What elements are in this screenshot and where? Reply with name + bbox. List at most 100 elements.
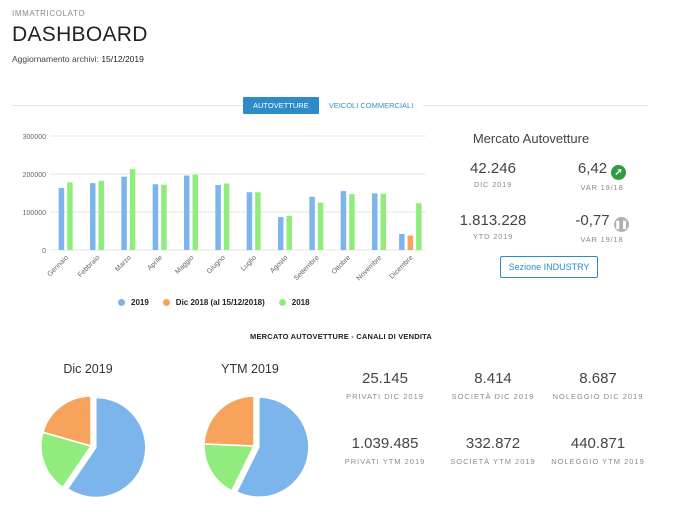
legend-label-dic-2018: Dic 2018 (al 15/12/2018) (175, 298, 265, 307)
month-stat: 42.246 DIC 2019 (448, 160, 538, 189)
bar-2019-maggio (184, 175, 190, 250)
month-var-value: 6,42 (577, 160, 608, 177)
update-info: Aggiornamento archivi: 15/12/2019 (12, 54, 144, 64)
bar-2019-ottobre (340, 191, 347, 250)
ytd-value: 1.813.228 (459, 212, 527, 229)
month-label: DIC 2019 (473, 180, 513, 189)
bar-2018-settembre (317, 202, 324, 250)
kpi-label: NOLEGGIO DIC 2019 (552, 392, 644, 401)
pie-slice-noleggio[interactable] (203, 395, 255, 447)
kpi-value: 8.414 (474, 370, 512, 387)
vehicle-tabs: AUTOVETTURE VEICOLI COMMERCIALI (243, 97, 424, 114)
market-title: Mercato Autovetture (472, 131, 590, 146)
x-tick-label: Dicembre (389, 254, 415, 280)
legend-item-2019[interactable]: 2019 (118, 298, 149, 307)
bar-2018-novembre (380, 193, 386, 250)
pie-slice-privati[interactable] (66, 396, 147, 499)
bar-2018-giugno (223, 183, 230, 250)
update-date: 15/12/2019 (101, 54, 144, 64)
kpi-noleggio-ytm: 440.871 NOLEGGIO YTM 2019 (546, 435, 650, 468)
bar-2019-agosto (278, 216, 284, 250)
channels-title: MERCATO AUTOVETTURE - CANALI DI VENDITA (250, 332, 432, 341)
bar-2019-luglio (246, 192, 253, 250)
monthly-registrations-chart: 0 100000 200000 300000 Gennaio Febbraio Marzo A… (23, 134, 426, 282)
kpi-label: NOLEGGIO YTM 2019 (551, 457, 645, 466)
kpi-privati-ytm: 1.039.485 PRIVATI YTM 2019 (330, 435, 440, 468)
legend-item-2018[interactable]: 2018 (278, 298, 310, 307)
legend-dot-dic-2018 (162, 299, 170, 306)
x-tick-label: Marzo (114, 254, 133, 273)
y-tick-label: 200000 (23, 172, 46, 179)
month-var-stat: 6,42 ➚ VAR 19/18 (552, 160, 652, 192)
x-tick-label: Novembre (356, 254, 384, 282)
month-value: 42.246 (470, 160, 516, 177)
x-tick-label: Gennaio (46, 254, 70, 278)
kpi-societa-dic: 8.414 SOCIETÀ DIC 2019 (438, 370, 548, 403)
x-tick-label: Settembre (293, 254, 321, 282)
x-tick-label: Febbraio (77, 254, 102, 279)
tab-veicoli-commerciali[interactable]: VEICOLI COMMERCIALI (318, 97, 424, 114)
bar-2019-dicembre (399, 234, 405, 250)
kpi-label: PRIVATI DIC 2019 (346, 392, 424, 401)
page-eyebrow: IMMATRICOLATO (12, 9, 86, 18)
bar-2019-gennaio (58, 188, 65, 250)
ytd-label: YTD 2019 (472, 232, 514, 241)
bar-2018-luglio (255, 192, 261, 250)
bar-dic-dicembre (407, 235, 414, 250)
y-tick-label: 100000 (23, 210, 46, 217)
x-tick-label: Luglio (240, 254, 258, 272)
pie-slice-societa[interactable] (203, 443, 256, 492)
legend-dot-2019 (118, 299, 125, 306)
bar-2019-febbraio (90, 183, 96, 250)
pie-title-ytm: YTM 2019 (221, 362, 279, 376)
x-tick-label: Agosto (269, 254, 289, 274)
kpi-societa-ytm: 332.872 SOCIETÀ YTM 2019 (438, 435, 548, 468)
pie-slice-privati[interactable] (235, 396, 310, 498)
legend-item-dic-2018[interactable]: Dic 2018 (al 15/12/2018) (162, 298, 265, 307)
update-label: Aggiornamento archivi: (12, 54, 99, 64)
x-tick-label: Giugno (206, 254, 227, 275)
kpi-label: PRIVATI YTM 2019 (344, 457, 426, 466)
arrow-up-right-icon: ➚ (611, 165, 627, 180)
bar-2019-novembre (372, 193, 378, 250)
bar-2019-marzo (121, 176, 127, 250)
kpi-value: 332.872 (465, 435, 521, 452)
x-tick-label: Ottobre (331, 254, 353, 276)
legend-label-2018: 2018 (291, 298, 310, 307)
ytd-stat: 1.813.228 YTD 2019 (448, 212, 538, 241)
legend-label-2019: 2019 (131, 298, 149, 307)
kpi-label: SOCIETÀ YTM 2019 (450, 457, 536, 466)
kpi-value: 440.871 (570, 435, 626, 452)
y-tick-label: 0 (42, 248, 46, 255)
bar-2019-settembre (309, 196, 315, 250)
x-tick-label: Aprile (146, 254, 164, 272)
kpi-value: 8.687 (579, 370, 617, 387)
chart-legend: 2019 Dic 2018 (al 15/12/2018) 2018 (118, 298, 324, 307)
kpi-label: SOCIETÀ DIC 2019 (451, 392, 535, 401)
pie-slice-societa[interactable] (40, 431, 93, 489)
kpi-value: 25.145 (362, 370, 408, 387)
bar-2018-ottobre (349, 194, 355, 250)
ytd-var-stat: -0,77 ❚❚ VAR 19/18 (552, 212, 652, 244)
kpi-noleggio-dic: 8.687 NOLEGGIO DIC 2019 (546, 370, 650, 403)
pause-icon: ❚❚ (613, 217, 629, 232)
tab-autovetture[interactable]: AUTOVETTURE (243, 97, 319, 114)
pie-chart-dic-2019 (40, 395, 147, 499)
bar-2018-febbraio (98, 180, 104, 250)
pie-slice-noleggio[interactable] (42, 395, 92, 447)
legend-dot-2018 (278, 299, 286, 306)
bar-2018-dicembre (416, 203, 422, 250)
kpi-value: 1.039.485 (351, 435, 419, 452)
pie-title-dic: Dic 2019 (63, 362, 113, 376)
ytd-var-value: -0,77 (575, 212, 610, 229)
bar-2018-agosto (286, 215, 292, 250)
bar-2019-aprile (152, 184, 159, 250)
page-title: DASHBOARD (12, 23, 148, 46)
pie-chart-ytm-2019 (203, 395, 310, 498)
bar-2018-aprile (161, 184, 167, 250)
y-tick-label: 300000 (23, 134, 46, 141)
bar-2018-marzo (129, 169, 136, 250)
kpi-privati-dic: 25.145 PRIVATI DIC 2019 (330, 370, 440, 403)
bar-2018-gennaio (67, 182, 73, 250)
sezione-industry-button[interactable]: Sezione INDUSTRY (500, 256, 598, 278)
